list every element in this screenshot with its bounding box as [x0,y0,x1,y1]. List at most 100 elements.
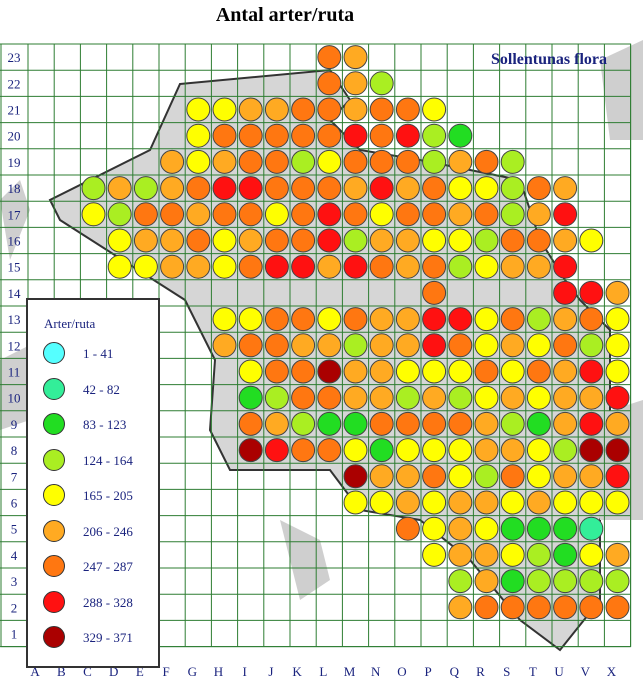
species-dot-Q16 [448,228,473,253]
legend-label: 329 - 371 [83,630,133,645]
species-dot-I17 [238,202,263,227]
species-dot-T17 [526,202,551,227]
species-dot-K17 [291,202,316,227]
species-dot-S2 [500,595,525,620]
species-dot-M19 [343,149,368,174]
species-dot-L20 [317,123,342,148]
species-dot-V8 [579,438,604,463]
species-dot-M15 [343,254,368,279]
species-dot-M20 [343,123,368,148]
species-dot-U3 [553,569,578,594]
col-label-P: P [424,664,431,679]
species-dot-S8 [500,438,525,463]
species-dot-S19 [500,149,525,174]
species-dot-X10 [605,385,630,410]
species-dot-H15 [212,254,237,279]
species-dot-X9 [605,411,630,436]
species-dot-J12 [264,333,289,358]
col-label-V: V [581,664,591,679]
legend-label: 247 - 287 [83,559,133,574]
species-dot-I19 [238,149,263,174]
species-dot-J16 [264,228,289,253]
legend-swatch [43,555,65,577]
species-dot-T11 [526,359,551,384]
species-dot-G15 [186,254,211,279]
species-dot-S12 [500,333,525,358]
species-dot-V2 [579,595,604,620]
species-dot-R5 [474,516,499,541]
species-dot-S16 [500,228,525,253]
species-dot-J20 [264,123,289,148]
species-dot-M13 [343,307,368,332]
species-dot-O19 [395,149,420,174]
species-dot-H13 [212,307,237,332]
land-area [280,520,330,600]
row-label-22: 22 [8,76,21,91]
col-label-E: E [136,664,144,679]
species-dot-J11 [264,359,289,384]
species-dot-I21 [238,97,263,122]
species-dot-C17 [81,202,106,227]
species-dot-L8 [317,438,342,463]
species-dot-M17 [343,202,368,227]
species-dot-M6 [343,490,368,515]
species-dot-O6 [395,490,420,515]
species-dot-T18 [526,176,551,201]
land-area [0,180,30,260]
col-label-L: L [319,664,327,679]
species-dot-O17 [395,202,420,227]
species-dot-U10 [553,385,578,410]
row-label-5: 5 [11,522,18,537]
species-dot-T7 [526,464,551,489]
species-dot-G16 [186,228,211,253]
species-dot-V9 [579,411,604,436]
species-dot-V11 [579,359,604,384]
species-dot-N15 [369,254,394,279]
species-dot-V5 [579,516,604,541]
species-dot-V12 [579,333,604,358]
col-label-T: T [529,664,537,679]
species-dot-I15 [238,254,263,279]
species-dot-F19 [160,149,185,174]
species-dot-D16 [107,228,132,253]
species-dot-G21 [186,97,211,122]
legend-label: 42 - 82 [83,381,120,397]
species-dot-K21 [291,97,316,122]
species-dot-P9 [422,411,447,436]
species-dot-U2 [553,595,578,620]
species-dot-O11 [395,359,420,384]
species-dot-Q6 [448,490,473,515]
species-dot-R19 [474,149,499,174]
row-label-11: 11 [8,365,21,380]
map-label: Sollentunas flora [491,51,607,68]
species-dot-V10 [579,385,604,410]
species-dot-R16 [474,228,499,253]
species-dot-Q19 [448,149,473,174]
species-dot-T10 [526,385,551,410]
species-dot-S13 [500,307,525,332]
species-dot-X4 [605,542,630,567]
species-dot-S6 [500,490,525,515]
row-label-6: 6 [11,496,18,511]
row-label-14: 14 [8,286,22,301]
species-dot-O7 [395,464,420,489]
species-dot-K19 [291,149,316,174]
species-dot-I18 [238,176,263,201]
species-dot-M10 [343,385,368,410]
species-dot-O10 [395,385,420,410]
map-title: Antal arter/ruta [215,4,355,26]
species-dot-J18 [264,176,289,201]
species-dot-O5 [395,516,420,541]
species-dot-K18 [291,176,316,201]
species-dot-Q15 [448,254,473,279]
species-dot-U8 [553,438,578,463]
species-dot-L16 [317,228,342,253]
species-dot-U6 [553,490,578,515]
row-label-9: 9 [11,417,18,432]
species-dot-P11 [422,359,447,384]
species-dot-O18 [395,176,420,201]
species-dot-I9 [238,411,263,436]
species-dot-K12 [291,333,316,358]
species-dot-N7 [369,464,394,489]
col-label-D: D [109,664,118,679]
